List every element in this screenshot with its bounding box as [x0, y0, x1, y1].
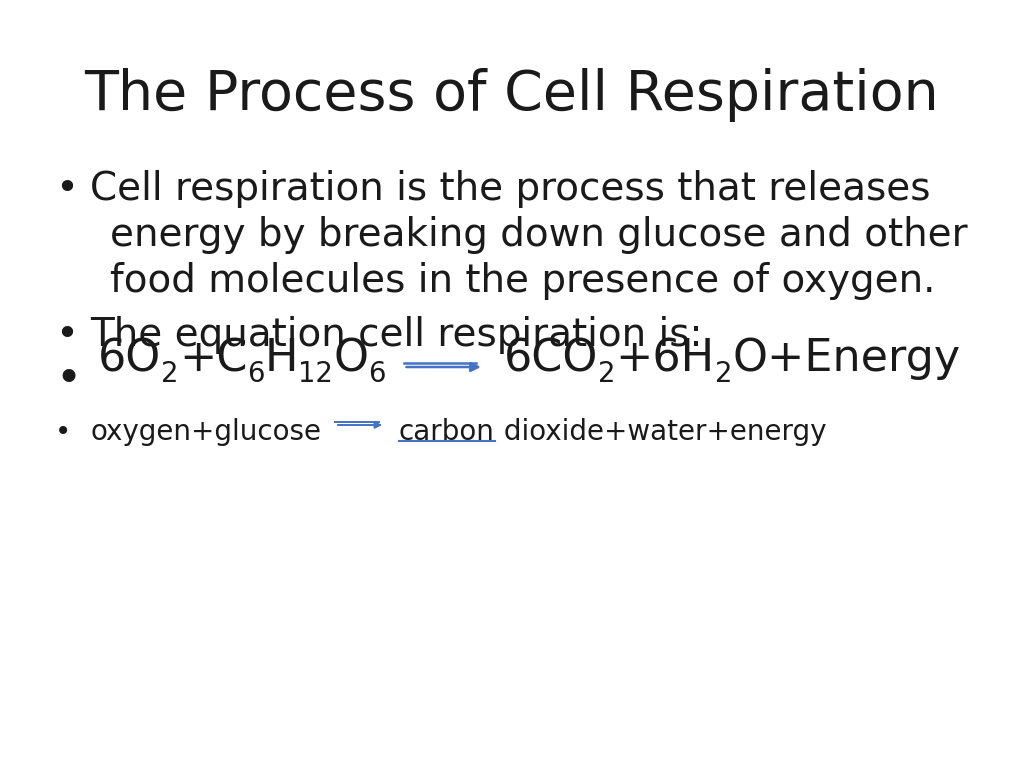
Text: O: O	[333, 337, 368, 380]
Text: 6: 6	[247, 360, 265, 388]
Text: The equation cell respiration is:: The equation cell respiration is:	[90, 316, 702, 354]
Text: energy by breaking down glucose and other: energy by breaking down glucose and othe…	[110, 216, 968, 254]
Text: 6CO: 6CO	[504, 337, 598, 380]
Text: dioxide+water+energy: dioxide+water+energy	[495, 418, 826, 446]
Text: H: H	[265, 337, 298, 380]
Text: +C: +C	[179, 337, 247, 380]
Text: 6: 6	[368, 360, 386, 388]
Text: 12: 12	[298, 360, 333, 388]
Text: food molecules in the presence of oxygen.: food molecules in the presence of oxygen…	[110, 262, 936, 300]
Text: O+Energy: O+Energy	[732, 337, 961, 380]
Text: oxygen+glucose: oxygen+glucose	[90, 418, 321, 446]
Text: •: •	[55, 418, 72, 446]
Text: 2: 2	[598, 360, 615, 388]
Text: Cell respiration is the process that releases: Cell respiration is the process that rel…	[90, 170, 931, 208]
Text: 2: 2	[715, 360, 732, 388]
Text: •: •	[55, 170, 78, 208]
Text: 6O: 6O	[98, 337, 161, 380]
Text: +6H: +6H	[615, 337, 715, 380]
Text: The Process of Cell Respiration: The Process of Cell Respiration	[85, 68, 939, 122]
Text: •: •	[55, 316, 78, 354]
Text: 2: 2	[161, 360, 179, 388]
Text: carbon: carbon	[399, 418, 495, 446]
Text: •: •	[55, 358, 81, 401]
